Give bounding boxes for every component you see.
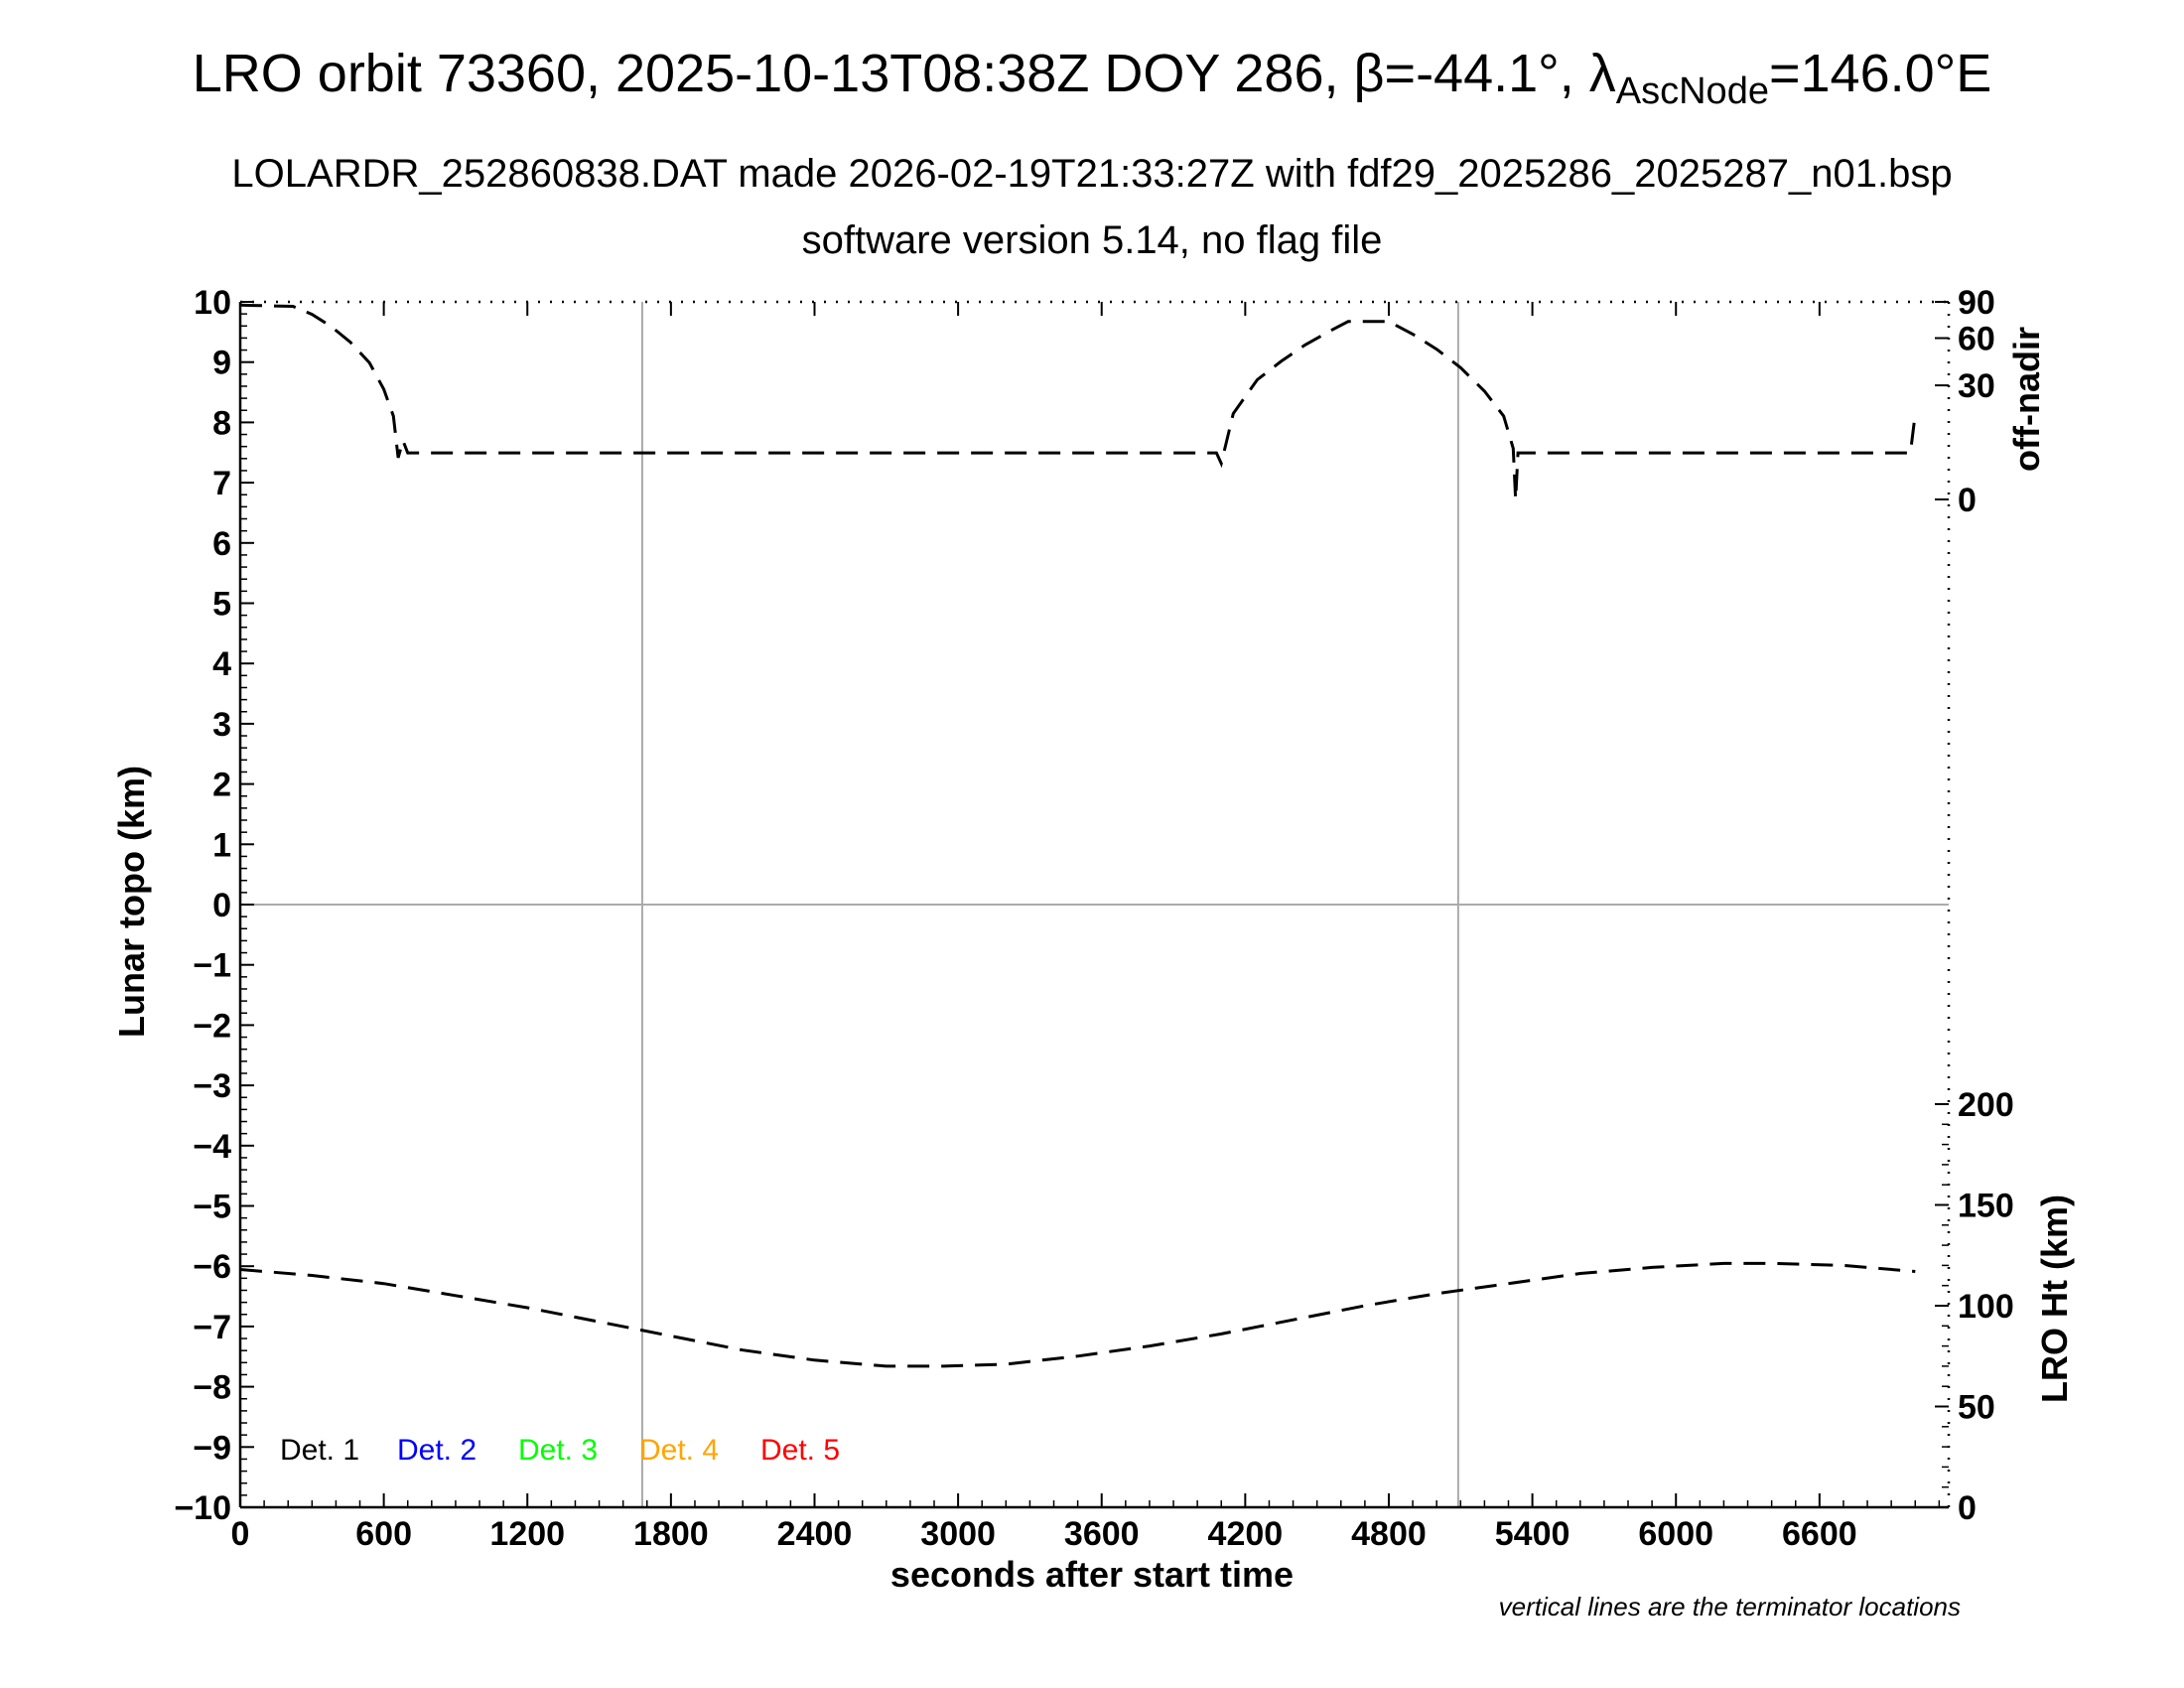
x-axis-label: seconds after start time [890,1554,1294,1595]
data-series [239,303,1917,1368]
y-tick-label: −10 [174,1489,231,1527]
x-tick-label: 2400 [777,1515,853,1553]
y-tick-label: 8 [212,404,231,442]
x-tick-label: 0 [231,1515,250,1553]
height-tick-label: 0 [1958,1489,1977,1527]
x-tick-label: 6000 [1638,1515,1713,1553]
y-tick-label: 0 [212,887,231,924]
y-tick-label: 5 [212,586,231,624]
y-tick-label: −6 [193,1248,231,1286]
height-tick-label: 150 [1958,1188,2014,1225]
x-tick-label: 4800 [1351,1515,1427,1553]
y-tick-label: 10 [194,284,231,322]
legend-entry: Det. 2 [397,1434,477,1467]
y-tick-label: −8 [193,1369,231,1407]
off-nadir-tick-label: 60 [1958,321,1995,358]
y-axis-label: Lunar topo (km) [111,766,152,1038]
lro-height-line [239,1261,1916,1368]
legend-entry: Det. 4 [639,1434,719,1467]
lro-height-axis-label: LRO Ht (km) [2034,1195,2075,1403]
x-tick-label: 3000 [920,1515,996,1553]
off-nadir-axis-label: off-nadir [2006,327,2047,472]
off-nadir-tick-label: 30 [1958,367,1995,405]
y-tick-label: −2 [193,1007,231,1045]
chart-subtitle-file: LOLARDR_252860838.DAT made 2026-02-19T21… [231,152,1952,196]
terminator-footnote: vertical lines are the terminator locati… [1499,1592,1961,1621]
y-tick-label: 2 [212,767,231,804]
y-tick-label: −5 [193,1189,231,1226]
y-tick-label: −3 [193,1067,231,1105]
x-tick-label: 1800 [633,1515,709,1553]
off-nadir-tick-label: 90 [1958,284,1995,322]
x-tick-label: 6600 [1782,1515,1857,1553]
x-tick-label: 3600 [1064,1515,1140,1553]
legend: Det. 1 Det. 2 Det. 3 Det. 4 Det. 5 [280,1434,840,1467]
y-tick-label: 9 [212,345,231,382]
legend-entry: Det. 3 [518,1434,598,1467]
y-tick-label: 7 [212,465,231,502]
grid-lines [240,302,1949,1507]
off-nadir-line [239,303,1917,500]
x-tick-label: 4200 [1208,1515,1284,1553]
y-tick-label: 6 [212,525,231,563]
height-tick-label: 200 [1958,1086,2014,1124]
y-tick-label: −9 [193,1429,231,1467]
x-tick-label: 1200 [489,1515,565,1553]
y-tick-label: −7 [193,1309,231,1346]
height-tick-label: 100 [1958,1288,2014,1326]
y-tick-label: −1 [193,947,231,985]
chart-title: LRO orbit 73360, 2025-10-13T08:38Z DOY 2… [193,44,1992,112]
y-tick-label: 1 [212,826,231,864]
y-tick-label: −4 [193,1128,231,1166]
x-tick-label: 600 [355,1515,412,1553]
off-nadir-tick-label: 0 [1958,482,1977,519]
y-tick-label: 4 [212,645,231,683]
axis-ticks [239,301,1949,1508]
x-tick-labels: 0 600 1200 1800 2400 3000 3600 4200 4800 5400 6000… [231,1515,1857,1553]
y-tick-label: 3 [212,706,231,744]
legend-entry: Det. 1 [280,1434,359,1467]
chart-subtitle-software: software version 5.14, no flag file [802,218,1383,262]
x-tick-label: 5400 [1495,1515,1570,1553]
height-tick-label: 50 [1958,1389,1995,1427]
legend-entry: Det. 5 [760,1434,840,1467]
